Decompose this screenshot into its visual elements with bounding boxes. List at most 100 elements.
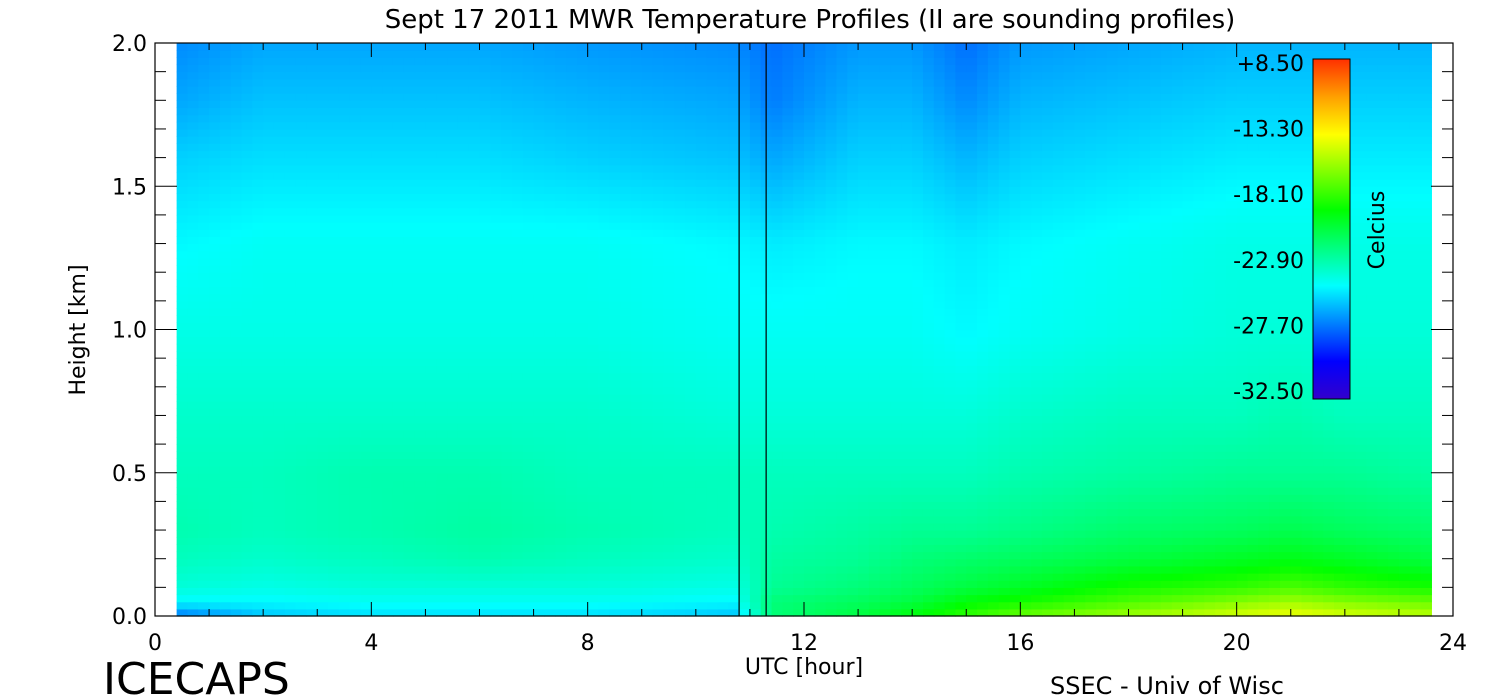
heatmap-cell — [555, 580, 567, 588]
heatmap-cell — [868, 436, 881, 445]
heatmap-cell — [598, 379, 610, 388]
heatmap-cell — [1085, 372, 1097, 381]
heatmap-cell — [1052, 565, 1065, 574]
heatmap-cell — [1160, 494, 1173, 502]
heatmap-cell — [241, 429, 253, 438]
heatmap-cell — [252, 501, 264, 510]
heatmap-cell — [425, 537, 437, 545]
heatmap-cell — [771, 336, 783, 345]
heatmap-cell — [587, 558, 600, 567]
heatmap-cell — [566, 379, 578, 388]
heatmap-cell — [360, 465, 372, 474]
heatmap-cell — [403, 322, 416, 331]
heatmap-cell — [1344, 551, 1357, 560]
heatmap-cell — [501, 336, 513, 345]
heatmap-cell — [1323, 436, 1335, 445]
heatmap-cell — [944, 522, 957, 531]
heatmap-cell — [490, 537, 502, 545]
heatmap-cell — [1096, 308, 1108, 316]
heatmap-cell — [1117, 587, 1130, 596]
heatmap-cell — [1182, 601, 1194, 610]
heatmap-cell — [685, 601, 697, 610]
heatmap-cell — [652, 393, 664, 402]
heatmap-cell — [1150, 487, 1162, 495]
heatmap-cell — [522, 322, 535, 331]
heatmap-cell — [284, 565, 297, 574]
heatmap-cell — [663, 551, 675, 560]
heatmap-cell — [263, 415, 275, 424]
heatmap-cell — [630, 408, 643, 417]
heatmap-cell — [176, 587, 189, 596]
heatmap-cell — [284, 551, 297, 560]
heatmap-cell — [447, 343, 459, 352]
heatmap-cell — [620, 508, 632, 517]
heatmap-cell — [771, 537, 783, 545]
heatmap-cell — [987, 444, 1000, 452]
heatmap-cell — [1063, 465, 1076, 474]
heatmap-cell — [1420, 444, 1432, 452]
heatmap-cell — [1355, 472, 1368, 481]
heatmap-cell — [187, 365, 199, 374]
heatmap-cell — [1258, 429, 1270, 438]
heatmap-cell — [371, 494, 383, 502]
heatmap-cell — [328, 343, 340, 352]
heatmap-cell — [663, 415, 675, 424]
heatmap-cell — [1388, 401, 1400, 409]
heatmap-cell — [966, 422, 978, 431]
heatmap-cell — [868, 329, 881, 338]
heatmap-cell — [1355, 315, 1368, 323]
heatmap-cell — [544, 329, 556, 338]
heatmap-cell — [533, 558, 545, 567]
heatmap-cell — [533, 429, 545, 438]
heatmap-cell — [1269, 487, 1281, 495]
heatmap-cell — [295, 436, 308, 445]
heatmap-cell — [284, 386, 297, 395]
heatmap-cell — [317, 587, 329, 596]
heatmap-cell — [1150, 601, 1162, 610]
heatmap-cell — [295, 336, 308, 345]
heatmap-cell — [1355, 551, 1368, 560]
heatmap-cell — [804, 515, 816, 524]
heatmap-cell — [1225, 508, 1238, 517]
heatmap-cell — [912, 501, 924, 510]
heatmap-cell — [1020, 494, 1032, 502]
heatmap-cell — [771, 322, 783, 331]
heatmap-cell — [804, 358, 816, 366]
heatmap-cell — [219, 494, 232, 502]
heatmap-cell — [663, 522, 675, 531]
heatmap-cell — [241, 422, 253, 431]
heatmap-cell — [1106, 415, 1119, 424]
heatmap-cell — [1085, 494, 1097, 502]
heatmap-cell — [447, 515, 459, 524]
heatmap-cell — [1366, 537, 1378, 545]
heatmap-cell — [987, 472, 1000, 481]
heatmap-cell — [1041, 308, 1054, 316]
heatmap-cell — [371, 594, 383, 603]
heatmap-cell — [1258, 515, 1270, 524]
heatmap-cell — [1020, 401, 1032, 409]
heatmap-cell — [1139, 315, 1151, 323]
heatmap-cell — [1290, 372, 1303, 381]
heatmap-cell — [1150, 358, 1162, 366]
heatmap-cell — [349, 601, 362, 610]
heatmap-cell — [252, 530, 264, 538]
heatmap-cell — [933, 415, 946, 424]
heatmap-cell — [457, 522, 470, 531]
heatmap-cell — [739, 322, 751, 331]
heatmap-cell — [436, 608, 448, 617]
heatmap-cell — [620, 551, 632, 560]
heatmap-cell — [890, 494, 902, 502]
heatmap-cell — [1031, 522, 1043, 531]
heatmap-cell — [1009, 451, 1021, 460]
heatmap-cell — [1344, 472, 1357, 481]
heatmap-cell — [230, 530, 243, 538]
heatmap-cell — [555, 386, 567, 395]
heatmap-cell — [241, 601, 253, 610]
heatmap-cell — [1182, 537, 1194, 545]
heatmap-cell — [1279, 429, 1292, 438]
heatmap-cell — [522, 458, 535, 467]
heatmap-cell — [1204, 444, 1216, 452]
heatmap-cell — [1258, 415, 1270, 424]
heatmap-cell — [1247, 444, 1259, 452]
heatmap-cell — [490, 508, 502, 517]
